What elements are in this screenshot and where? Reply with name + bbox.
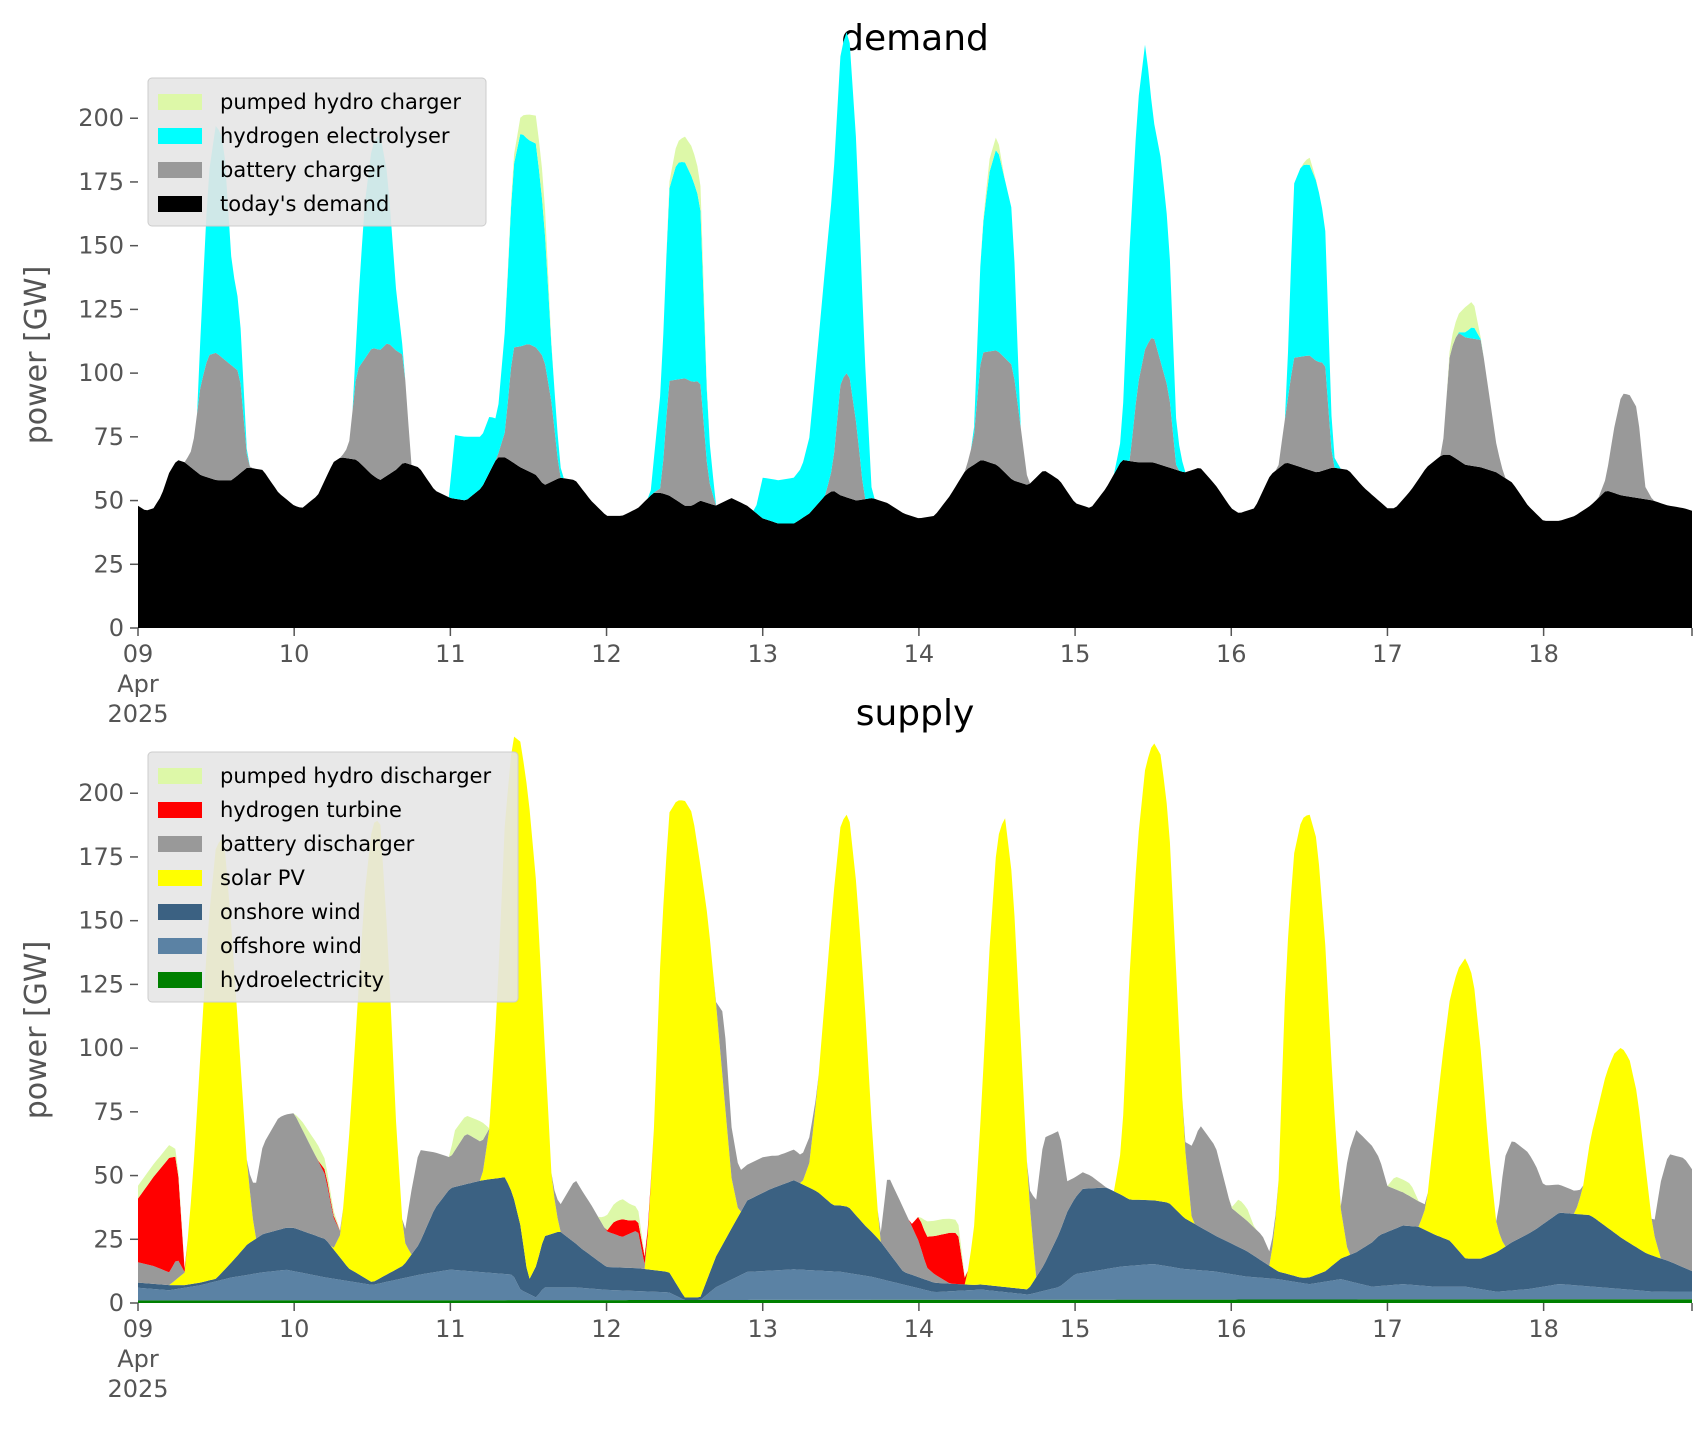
demand-legend-swatch-battery-charger bbox=[158, 162, 202, 178]
supply-legend-label-solar-pv: solar PV bbox=[220, 866, 305, 890]
supply-legend-swatch-solar-pv bbox=[158, 870, 202, 886]
supply-x-tick-label: 15 bbox=[1060, 1315, 1091, 1343]
supply-legend-label-pumped-hydro-discharger: pumped hydro discharger bbox=[220, 764, 491, 788]
demand-x-tick-label: 16 bbox=[1216, 640, 1247, 668]
demand-area-today-s-demand bbox=[138, 454, 1692, 628]
supply-chart: supply power [GW] 0 25 50 75 100 125 150 175 200… bbox=[19, 693, 1693, 1403]
supply-chart-title: supply bbox=[856, 693, 975, 734]
supply-y-tick-label: 75 bbox=[93, 1098, 124, 1126]
supply-area-offshore-wind bbox=[138, 1264, 1692, 1301]
demand-y-axis: 0 25 50 75 100 125 150 175 200 bbox=[78, 104, 138, 642]
demand-legend-swatch-pumped-hydro-charger bbox=[158, 94, 202, 110]
demand-legend-box bbox=[147, 77, 487, 227]
supply-x-tick-label: 16 bbox=[1216, 1315, 1247, 1343]
supply-legend-swatch-offshore-wind bbox=[158, 938, 202, 954]
demand-x-tick-label: 09 bbox=[123, 640, 154, 668]
demand-x-tick-label: 17 bbox=[1372, 640, 1403, 668]
demand-legend-label-battery-charger: battery charger bbox=[220, 158, 385, 182]
demand-y-tick-label: 50 bbox=[93, 487, 124, 515]
supply-x-tick-month: Apr bbox=[117, 1345, 159, 1373]
supply-legend-label-battery-discharger: battery discharger bbox=[220, 832, 415, 856]
supply-legend-swatch-battery-discharger bbox=[158, 836, 202, 852]
supply-area-onshore-wind bbox=[138, 1177, 1692, 1300]
supply-legend-label-hydroelectricity: hydroelectricity bbox=[220, 968, 384, 992]
demand-y-tick-label: 150 bbox=[78, 232, 124, 260]
supply-area-solar-pv bbox=[138, 736, 1692, 1298]
demand-chart: demand power [GW] 0 25 50 75 100 125 150 175 200… bbox=[19, 18, 1693, 728]
demand-legend-label-hydrogen-electrolyser: hydrogen electrolyser bbox=[220, 124, 450, 148]
supply-x-tick-year: 2025 bbox=[107, 1375, 168, 1403]
demand-legend-label-today-s-demand: today's demand bbox=[220, 192, 389, 216]
supply-y-tick-label: 175 bbox=[78, 843, 124, 871]
demand-y-axis-label: power [GW] bbox=[19, 266, 54, 445]
demand-y-tick-label: 200 bbox=[78, 104, 124, 132]
demand-y-tick-label: 100 bbox=[78, 359, 124, 387]
supply-legend-label-hydrogen-turbine: hydrogen turbine bbox=[220, 798, 402, 822]
supply-area-hydroelectricity bbox=[138, 1299, 1692, 1303]
supply-x-tick-label: 18 bbox=[1528, 1315, 1559, 1343]
supply-x-tick-label: 17 bbox=[1372, 1315, 1403, 1343]
demand-legend: pumped hydro charger hydrogen electrolyse… bbox=[147, 77, 487, 227]
supply-legend-box bbox=[147, 751, 519, 1003]
supply-y-tick-label: 0 bbox=[109, 1289, 124, 1317]
supply-y-tick-label: 150 bbox=[78, 907, 124, 935]
demand-x-tick-label: 10 bbox=[279, 640, 310, 668]
supply-x-tick-label: 10 bbox=[279, 1315, 310, 1343]
demand-area-hydrogen-electrolyser bbox=[138, 32, 1692, 524]
supply-legend-swatch-pumped-hydro-discharger bbox=[158, 768, 202, 784]
supply-x-tick-label: 13 bbox=[747, 1315, 778, 1343]
demand-y-tick-label: 0 bbox=[109, 614, 124, 642]
demand-x-tick-label: 13 bbox=[747, 640, 778, 668]
demand-area-battery-charger bbox=[138, 333, 1692, 524]
supply-legend-swatch-hydroelectricity bbox=[158, 972, 202, 988]
demand-y-tick-label: 175 bbox=[78, 168, 124, 196]
demand-y-tick-label: 25 bbox=[93, 550, 124, 578]
supply-y-tick-label: 25 bbox=[93, 1225, 124, 1253]
demand-y-tick-label: 125 bbox=[78, 295, 124, 323]
demand-x-tick-label: 11 bbox=[435, 640, 466, 668]
demand-x-tick-label: 18 bbox=[1528, 640, 1559, 668]
supply-y-tick-label: 100 bbox=[78, 1034, 124, 1062]
supply-x-tick-label: 12 bbox=[591, 1315, 622, 1343]
supply-y-axis: 0 25 50 75 100 125 150 175 200 bbox=[78, 779, 138, 1317]
demand-legend-swatch-today-s-demand bbox=[158, 196, 202, 212]
demand-x-tick-label: 15 bbox=[1060, 640, 1091, 668]
supply-x-tick-label: 14 bbox=[904, 1315, 935, 1343]
demand-y-tick-label: 75 bbox=[93, 423, 124, 451]
demand-legend-label-pumped-hydro-charger: pumped hydro charger bbox=[220, 90, 461, 114]
supply-legend-label-onshore-wind: onshore wind bbox=[220, 900, 361, 924]
supply-x-tick-label: 11 bbox=[435, 1315, 466, 1343]
supply-legend: pumped hydro discharger hydrogen turbine b… bbox=[147, 751, 519, 1003]
supply-y-axis-label: power [GW] bbox=[19, 941, 54, 1120]
supply-y-tick-label: 50 bbox=[93, 1162, 124, 1190]
supply-legend-swatch-onshore-wind bbox=[158, 904, 202, 920]
demand-areas bbox=[138, 32, 1692, 628]
supply-y-tick-label: 125 bbox=[78, 970, 124, 998]
demand-x-tick-month: Apr bbox=[117, 670, 159, 698]
supply-x-tick-label: 09 bbox=[123, 1315, 154, 1343]
supply-legend-label-offshore-wind: offshore wind bbox=[220, 934, 362, 958]
demand-legend-swatch-hydrogen-electrolyser bbox=[158, 128, 202, 144]
demand-chart-title: demand bbox=[841, 18, 989, 59]
demand-x-tick-label: 14 bbox=[904, 640, 935, 668]
demand-x-tick-year: 2025 bbox=[107, 700, 168, 728]
supply-y-tick-label: 200 bbox=[78, 779, 124, 807]
supply-legend-swatch-hydrogen-turbine bbox=[158, 802, 202, 818]
supply-areas bbox=[138, 736, 1692, 1303]
demand-x-tick-label: 12 bbox=[591, 640, 622, 668]
